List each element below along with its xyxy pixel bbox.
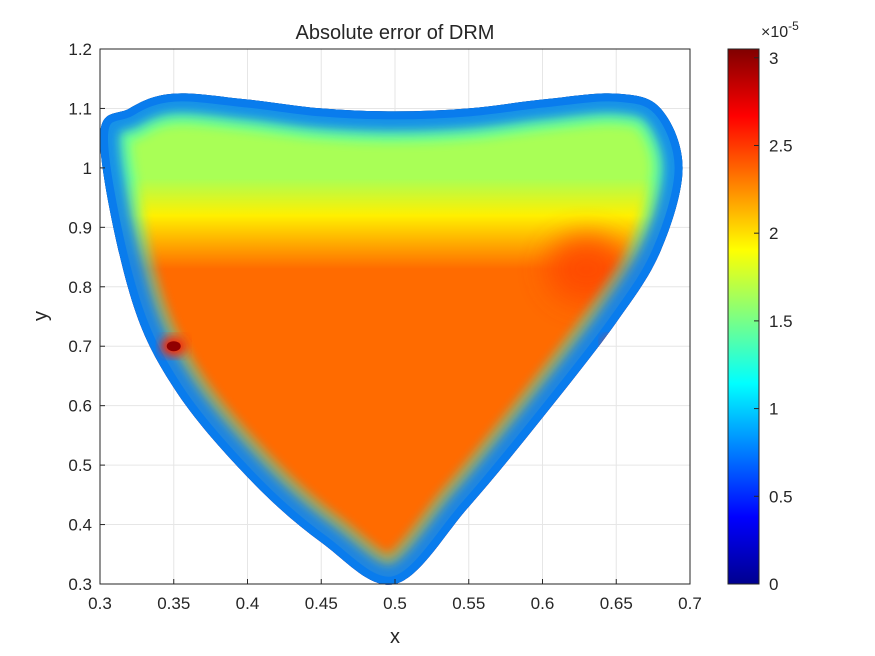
- x-tick-label: 0.65: [600, 594, 633, 613]
- colorbar-tick-label: 0: [769, 575, 778, 594]
- error-peak: [166, 341, 181, 352]
- colorbar-tick-label: 1: [769, 400, 778, 419]
- colorbar-tick-label: 2: [769, 224, 778, 243]
- axis-ticks: 0.3 0.35 0.4 0.45 0.5 0.55 0.6 0.65 0.7 0.3 0.4 0.5…: [68, 40, 701, 613]
- colorbar-tick-label: 2.5: [769, 136, 793, 155]
- y-axis-label: y: [30, 311, 52, 321]
- x-tick-label: 0.45: [305, 594, 338, 613]
- x-tick-label: 0.35: [157, 594, 190, 613]
- y-tick-label: 0.7: [68, 337, 92, 356]
- y-tick-label: 0.6: [68, 397, 92, 416]
- x-tick-label: 0.4: [236, 594, 260, 613]
- x-tick-label: 0.7: [678, 594, 702, 613]
- y-tick-label: 0.5: [68, 456, 92, 475]
- y-tick-label: 1: [83, 159, 92, 178]
- y-tick-label: 1.1: [68, 99, 92, 118]
- chart-title: Absolute error of DRM: [296, 22, 495, 44]
- colorbar-tick-label: 1.5: [769, 312, 793, 331]
- colorbar-exponent-power: -5: [788, 19, 799, 33]
- y-tick-label: 0.8: [68, 278, 92, 297]
- x-axis-label: x: [390, 626, 400, 648]
- x-tick-label: 0.3: [88, 594, 112, 613]
- x-tick-label: 0.55: [452, 594, 485, 613]
- y-tick-label: 1.2: [68, 40, 92, 59]
- colorbar-ticks: 0 0.5 1 1.5 2 2.5 3: [754, 49, 793, 594]
- colorbar: [727, 48, 760, 585]
- colorbar-exponent: ×10-5: [761, 19, 799, 41]
- x-tick-label: 0.6: [531, 594, 555, 613]
- colorbar-exponent-base: ×10: [761, 24, 788, 41]
- colorbar-tick-label: 0.5: [769, 487, 793, 506]
- y-tick-label: 0.9: [68, 218, 92, 237]
- y-tick-label: 0.3: [68, 575, 92, 594]
- y-tick-label: 0.4: [68, 516, 92, 535]
- colorbar-tick-label: 3: [769, 49, 778, 68]
- x-tick-label: 0.5: [383, 594, 407, 613]
